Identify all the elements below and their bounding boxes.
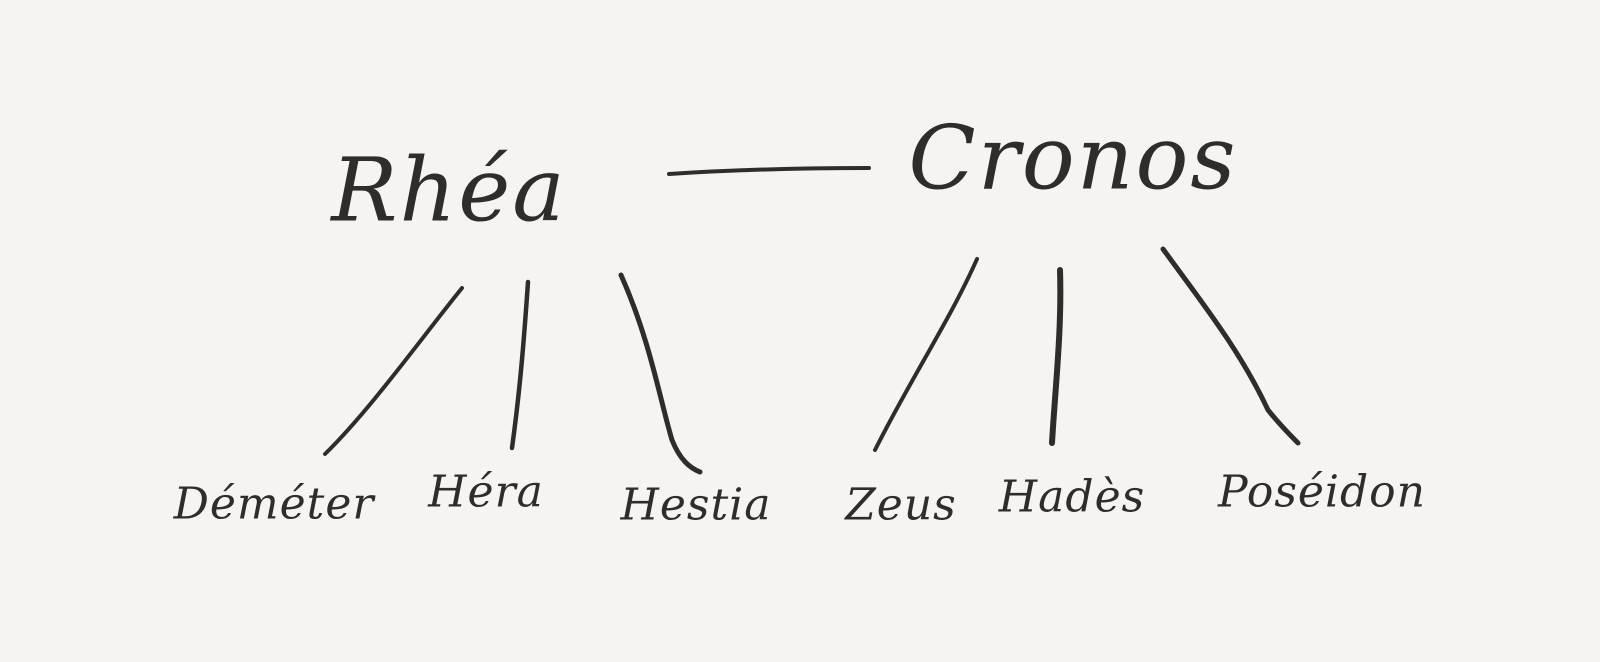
child-hera: Héra	[428, 466, 544, 518]
child-hestia: Hestia	[620, 479, 772, 531]
marriage-line	[667, 166, 871, 176]
line-cronos-zeus	[873, 257, 979, 452]
line-rhea-hera	[509, 279, 531, 451]
line-rhea-hestia	[618, 272, 703, 475]
line-cronos-hades	[1049, 267, 1064, 446]
child-demeter: Déméter	[173, 478, 375, 530]
parent-cronos: Cronos	[908, 106, 1238, 210]
child-hades: Hadès	[998, 471, 1146, 523]
child-poseidon: Poséidon	[1218, 466, 1426, 518]
line-cronos-poseidon	[1160, 246, 1301, 446]
line-rhea-demeter	[323, 286, 464, 456]
parent-rhea: Rhéa	[331, 138, 567, 242]
child-zeus: Zeus	[845, 479, 957, 531]
